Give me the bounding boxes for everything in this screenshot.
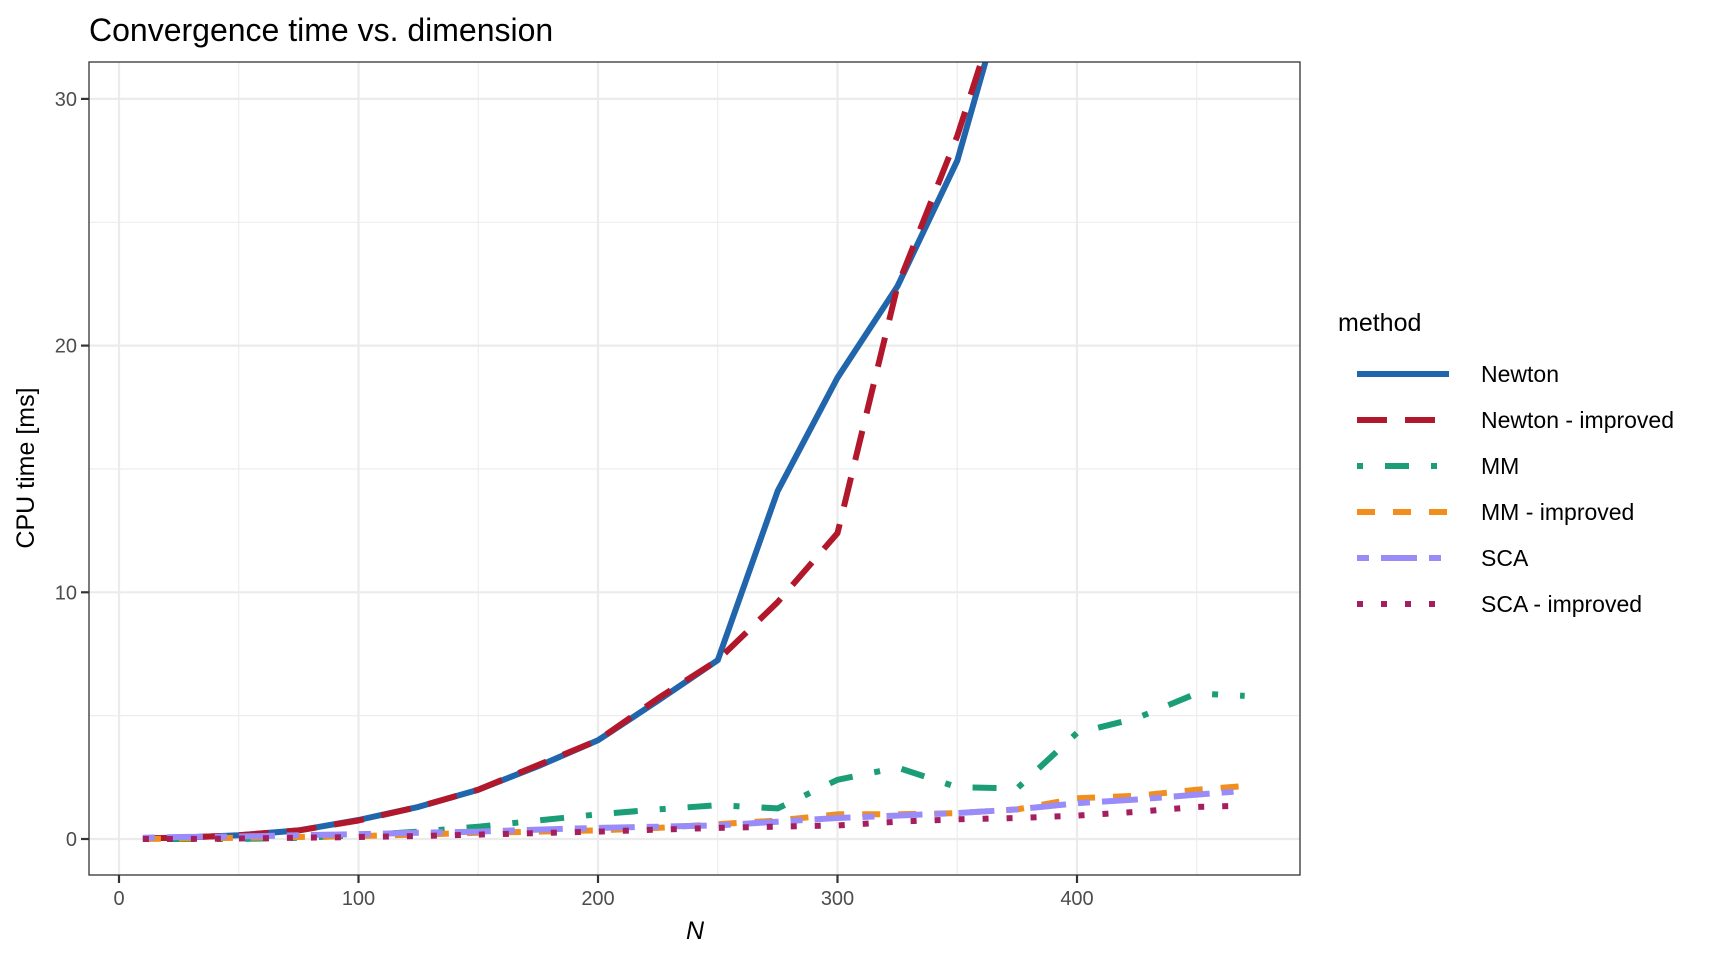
y-axis-title: CPU time [ms] bbox=[12, 387, 40, 548]
legend-item: Newton - improved bbox=[1357, 407, 1674, 433]
legend-item: Newton bbox=[1357, 361, 1559, 387]
x-tick-label: 0 bbox=[113, 888, 124, 910]
legend-item: SCA bbox=[1357, 545, 1529, 571]
x-tick-label: 200 bbox=[581, 888, 614, 910]
legend-title: method bbox=[1338, 309, 1421, 337]
legend-label: Newton bbox=[1481, 361, 1559, 387]
x-axis: 0 100 200 300 400 bbox=[113, 875, 1094, 910]
plot-panel bbox=[88, 61, 1301, 876]
legend-label: Newton - improved bbox=[1481, 407, 1674, 433]
legend-item: MM bbox=[1357, 453, 1519, 479]
x-axis-title: N bbox=[686, 917, 705, 945]
series-line-newton-improved bbox=[142, 62, 985, 842]
y-tick-label: 30 bbox=[55, 89, 77, 111]
legend-label: SCA bbox=[1481, 545, 1529, 571]
y-tick-label: 20 bbox=[55, 336, 77, 358]
legend-label: MM bbox=[1481, 453, 1519, 479]
legend: method Newton Newton - improved MM MM - imp… bbox=[1338, 309, 1674, 617]
y-axis: 0 10 20 30 bbox=[55, 89, 89, 851]
legend-label: MM - improved bbox=[1481, 499, 1634, 525]
x-tick-label: 100 bbox=[342, 888, 375, 910]
y-tick-label: 10 bbox=[55, 582, 77, 604]
legend-item: MM - improved bbox=[1357, 499, 1634, 525]
panel-border bbox=[88, 61, 1301, 876]
x-tick-label: 300 bbox=[821, 888, 854, 910]
legend-item: SCA - improved bbox=[1357, 591, 1642, 617]
x-tick-label: 400 bbox=[1060, 888, 1093, 910]
legend-label: SCA - improved bbox=[1481, 591, 1642, 617]
series-line-mm bbox=[142, 690, 1245, 842]
y-tick-label: 0 bbox=[66, 829, 77, 851]
series-line-sca bbox=[142, 787, 1245, 841]
chart-title: Convergence time vs. dimension bbox=[89, 12, 553, 48]
series-lines bbox=[142, 62, 1245, 842]
